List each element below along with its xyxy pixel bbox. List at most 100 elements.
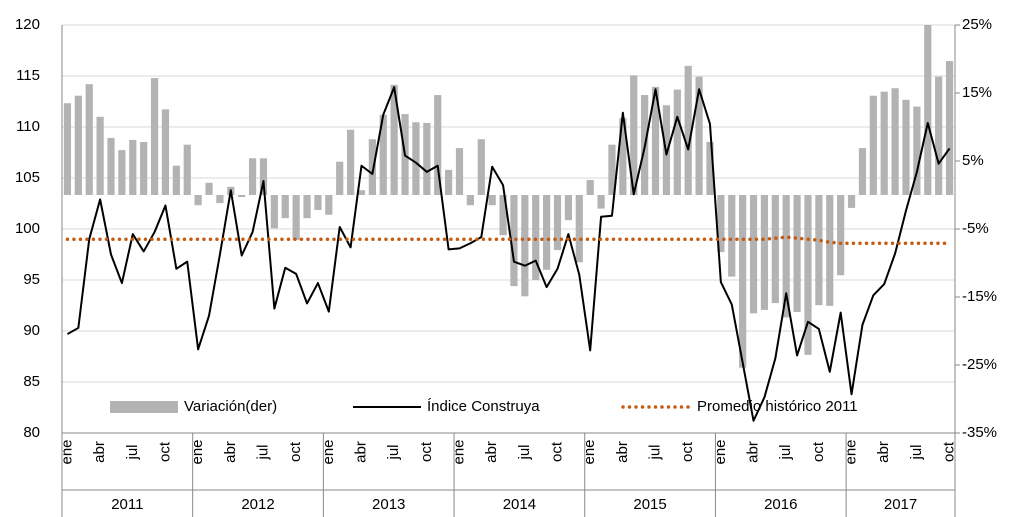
bar — [488, 195, 496, 206]
x-tick-label: abr — [875, 441, 892, 463]
y-tick-label: 85 — [23, 373, 40, 390]
x-tick-label: oct — [548, 441, 565, 462]
bar — [564, 195, 572, 221]
bar — [728, 195, 736, 277]
bar — [455, 148, 464, 195]
bar — [717, 195, 725, 253]
x-tick-label: oct — [418, 441, 435, 462]
legend-label: Variación(der) — [184, 398, 277, 415]
bar — [837, 195, 845, 276]
bar — [945, 61, 954, 195]
bar — [205, 182, 213, 195]
bar — [85, 84, 93, 195]
bar — [521, 195, 529, 297]
x-tick-label: ene — [581, 439, 598, 464]
x-tick-label: jul — [646, 444, 663, 460]
bar — [510, 195, 518, 287]
x-tick-label: abr — [744, 441, 761, 463]
bar — [706, 141, 714, 195]
year-label: 2012 — [241, 496, 274, 513]
bar — [499, 195, 507, 236]
bar — [303, 195, 311, 219]
bar — [172, 165, 180, 195]
bar — [619, 118, 627, 195]
x-tick-label: jul — [516, 444, 533, 460]
x-tick-label: abr — [91, 441, 108, 463]
bar — [543, 195, 551, 270]
x-tick-label: abr — [483, 441, 500, 463]
y-tick-label: 95 — [23, 271, 40, 288]
bar — [771, 195, 779, 304]
bar — [575, 195, 583, 263]
year-label: 2016 — [764, 496, 797, 513]
bar — [869, 95, 877, 195]
bar — [434, 95, 442, 195]
y2-tick-label: -15% — [962, 288, 997, 305]
bar — [847, 195, 856, 208]
bar — [760, 195, 769, 310]
bar — [140, 141, 148, 195]
bar — [935, 76, 943, 195]
bar — [412, 122, 420, 195]
bar — [357, 190, 366, 195]
x-tick-label: oct — [810, 441, 827, 462]
bar — [608, 144, 616, 195]
y-tick-label: 120 — [15, 16, 40, 33]
bar — [695, 76, 703, 195]
y2-tick-label: -25% — [962, 356, 997, 373]
x-tick-label: jul — [254, 444, 271, 460]
bar — [238, 195, 246, 198]
x-tick-label: abr — [614, 441, 631, 463]
bar — [586, 180, 594, 195]
bar — [292, 195, 300, 240]
x-tick-label: ene — [712, 439, 729, 464]
bar — [368, 139, 376, 195]
y-tick-label: 100 — [15, 220, 40, 237]
bar — [630, 75, 638, 195]
bar — [782, 195, 790, 318]
x-tick-label: jul — [908, 444, 925, 460]
bar — [270, 195, 278, 229]
bar — [597, 195, 605, 209]
bar — [390, 84, 398, 195]
bar — [684, 65, 692, 195]
y-tick-label: 80 — [23, 424, 40, 441]
bar — [651, 86, 660, 195]
bar — [858, 148, 867, 195]
legend-swatch — [110, 401, 178, 413]
bar — [314, 195, 322, 210]
average-line — [65, 235, 952, 246]
y2-tick-label: 25% — [962, 16, 992, 33]
bar — [63, 103, 72, 195]
y2-tick-label: 15% — [962, 84, 992, 101]
bar — [216, 195, 224, 204]
x-tick-label: ene — [320, 439, 337, 464]
bar — [793, 195, 801, 312]
bar — [423, 122, 431, 195]
year-label: 2014 — [503, 496, 536, 513]
bar — [107, 137, 115, 195]
x-tick-label: jul — [385, 444, 402, 460]
bar — [194, 195, 202, 206]
bar — [445, 169, 453, 195]
x-tick-label: jul — [777, 444, 794, 460]
bar — [379, 114, 387, 195]
bar — [553, 195, 562, 251]
y2-tick-label: -5% — [962, 220, 989, 237]
bar — [826, 195, 834, 306]
bar — [161, 109, 170, 195]
x-tick-label: abr — [352, 441, 369, 463]
bar — [325, 195, 333, 215]
x-tick-label: ene — [58, 439, 75, 464]
bar — [815, 195, 823, 306]
y-tick-label: 110 — [16, 118, 40, 135]
y-tick-label: 115 — [16, 67, 40, 84]
bar — [346, 129, 355, 195]
x-tick-label: ene — [842, 439, 859, 464]
bar — [913, 106, 921, 195]
bar — [749, 195, 758, 314]
bar — [673, 89, 681, 195]
bar — [891, 88, 899, 195]
y2-tick-label: 5% — [962, 152, 984, 169]
year-label: 2011 — [111, 496, 143, 513]
